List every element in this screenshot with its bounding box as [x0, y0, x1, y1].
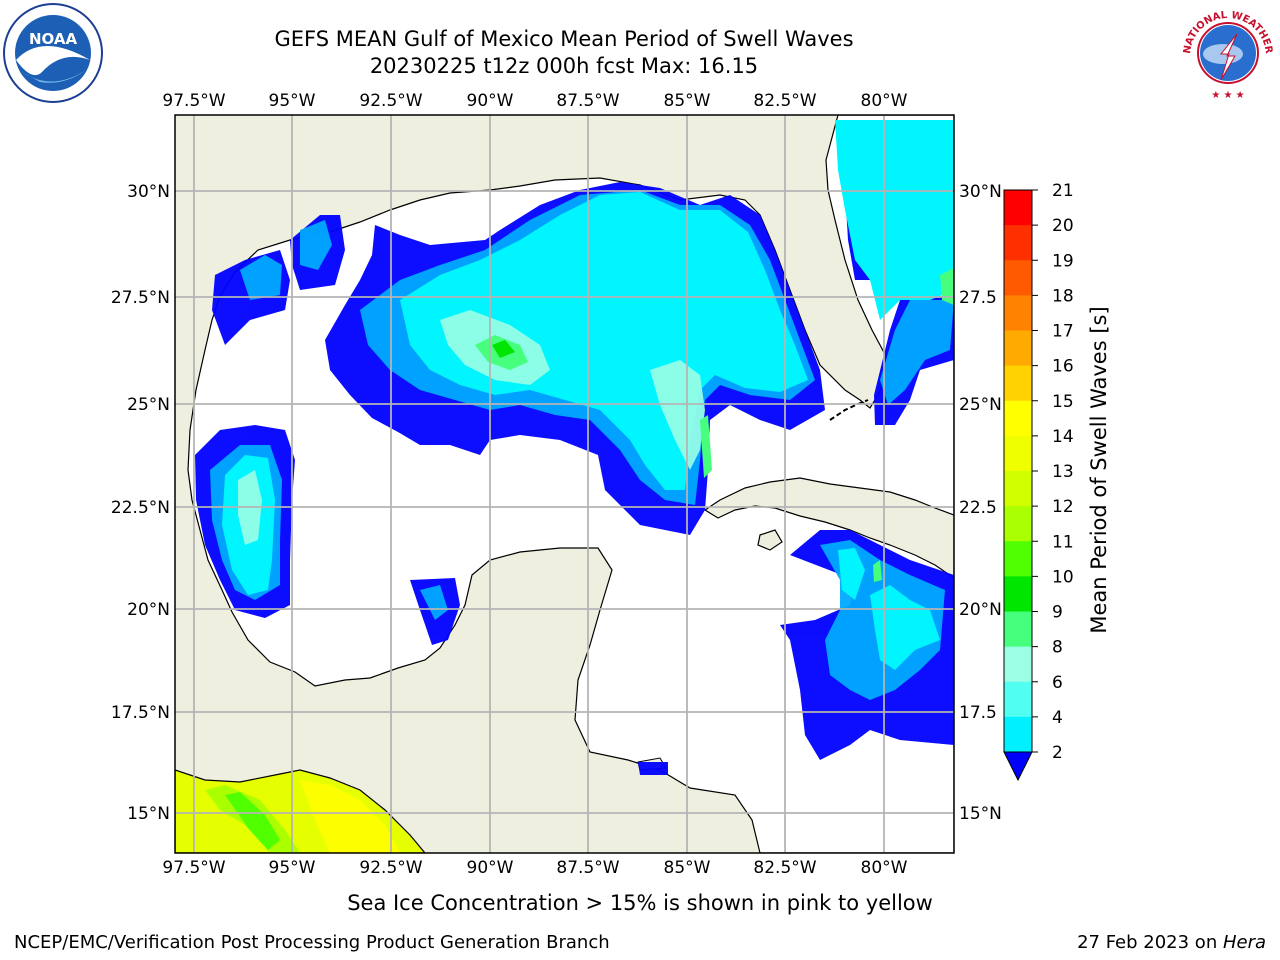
colorbar-segment	[1004, 471, 1032, 507]
lat-label: 20°N	[127, 600, 170, 620]
lon-label: 97.5°W	[162, 858, 225, 878]
colorbar-segment	[1004, 716, 1032, 753]
colorbar-tick-label: 17	[1052, 322, 1074, 342]
colorbar-tick-label: 20	[1052, 216, 1074, 236]
lat-label: 25°N	[959, 395, 1002, 415]
pacific-deep-green	[225, 792, 280, 850]
noaa-logo-text: NOAA	[29, 30, 78, 48]
colorbar	[1003, 189, 1033, 782]
pacific-yellow-field	[300, 780, 400, 853]
colorbar-segment	[1004, 190, 1032, 226]
map-area	[175, 115, 954, 853]
colorbar-tick-label: 6	[1052, 673, 1063, 693]
lon-label: 87.5°W	[556, 858, 619, 878]
lat-label: 17.5	[959, 703, 997, 723]
lat-label: 22.5°N	[111, 498, 170, 518]
colorbar-segment	[1004, 576, 1032, 612]
colorbar-segment	[1004, 330, 1032, 367]
lat-label: 20°N	[959, 600, 1002, 620]
colorbar-tick-label: 13	[1052, 462, 1074, 482]
lon-label: 82.5°W	[753, 858, 816, 878]
gridlines	[175, 115, 954, 853]
colorbar-segment	[1004, 681, 1032, 718]
lat-labels-left: 30°N 27.5°N 25°N 22.5°N 20°N 17.5°N 15°N	[111, 182, 170, 824]
svg-text:★ ★ ★: ★ ★ ★	[1211, 90, 1244, 101]
map-subtitle: 20230225 t12z 000h fcst Max: 16.15	[369, 54, 759, 78]
colorbar-segment	[1004, 646, 1032, 683]
colorbar-tick-label: 16	[1052, 357, 1074, 377]
lon-label: 92.5°W	[359, 858, 422, 878]
lon-label: 80°W	[861, 91, 908, 111]
lon-label: 97.5°W	[162, 91, 225, 111]
nws-logo: NATIONAL WEATHER SERVICE ★ ★ ★	[1177, 2, 1277, 102]
map-title: GEFS MEAN Gulf of Mexico Mean Period of …	[274, 27, 854, 51]
colorbar-tick-label: 2	[1052, 743, 1063, 763]
colorbar-tick-label: 19	[1052, 251, 1074, 271]
lat-label: 15°N	[959, 804, 1002, 824]
colorbar-tick-label: 8	[1052, 638, 1063, 658]
lat-label: 27.5	[959, 288, 997, 308]
colorbar-tick-label: 12	[1052, 497, 1074, 517]
lon-label: 90°W	[467, 858, 514, 878]
lon-label: 95°W	[269, 858, 316, 878]
lon-labels-bottom: 97.5°W 95°W 92.5°W 90°W 87.5°W 85°W 82.5…	[162, 858, 907, 878]
colorbar-tick-label: 11	[1052, 532, 1074, 552]
noaa-logo: NOAA	[3, 3, 103, 103]
lat-label: 25°N	[127, 395, 170, 415]
lon-label: 87.5°W	[556, 91, 619, 111]
credit-line: NCEP/EMC/Verification Post Processing Pr…	[14, 932, 610, 953]
colorbar-ticks: 21 20 19 18 17 16 15 14 13 12 11 10 9 8 6 4 2	[1032, 181, 1074, 763]
colorbar-tick-label: 10	[1052, 567, 1074, 587]
lon-labels-top: 97.5°W 95°W 92.5°W 90°W 87.5°W 85°W 82.5…	[162, 91, 907, 111]
colorbar-tick-label: 15	[1052, 392, 1074, 412]
colorbar-segment	[1004, 260, 1032, 296]
lon-label: 85°W	[664, 858, 711, 878]
colorbar-segment	[1004, 506, 1032, 542]
colorbar-tick-label: 9	[1052, 603, 1063, 623]
run-date: 27 Feb 2023 on Hera	[1077, 932, 1266, 953]
lat-label: 27.5°N	[111, 288, 170, 308]
lat-label: 30°N	[127, 182, 170, 202]
colorbar-tick-label: 14	[1052, 427, 1074, 447]
lon-label: 82.5°W	[753, 91, 816, 111]
swell-field-11-12	[492, 340, 515, 358]
colorbar-tick-label: 21	[1052, 181, 1074, 201]
lon-label: 85°W	[664, 91, 711, 111]
colorbar-segment	[1004, 400, 1032, 437]
lat-label: 30°N	[959, 182, 1002, 202]
colorbar-segment	[1004, 225, 1032, 261]
lon-label: 80°W	[861, 858, 908, 878]
lat-label: 22.5	[959, 498, 997, 518]
lat-label: 17.5°N	[111, 703, 170, 723]
map-frame	[174, 114, 955, 854]
lat-labels-right: 30°N 27.5 25°N 22.5 20°N 17.5 15°N	[959, 182, 1002, 824]
run-date-text: 27 Feb 2023 on	[1077, 932, 1223, 953]
lat-label: 15°N	[127, 804, 170, 824]
lon-label: 92.5°W	[359, 91, 422, 111]
lon-label: 90°W	[467, 91, 514, 111]
colorbar-label: Mean Period of Swell Waves [s]	[1087, 306, 1111, 633]
colorbar-segment	[1004, 611, 1032, 648]
colorbar-segment	[1004, 435, 1032, 472]
lon-label: 95°W	[269, 91, 316, 111]
sea-ice-note: Sea Ice Concentration > 15% is shown in …	[347, 891, 933, 915]
run-host: Hera	[1222, 932, 1266, 953]
colorbar-segment	[1004, 295, 1032, 331]
colorbar-tick-label: 4	[1052, 708, 1063, 728]
colorbar-segment	[1004, 541, 1032, 577]
colorbar-tick-label: 18	[1052, 286, 1074, 306]
colorbar-segment	[1004, 365, 1032, 402]
colorbar-extension	[1003, 751, 1033, 782]
